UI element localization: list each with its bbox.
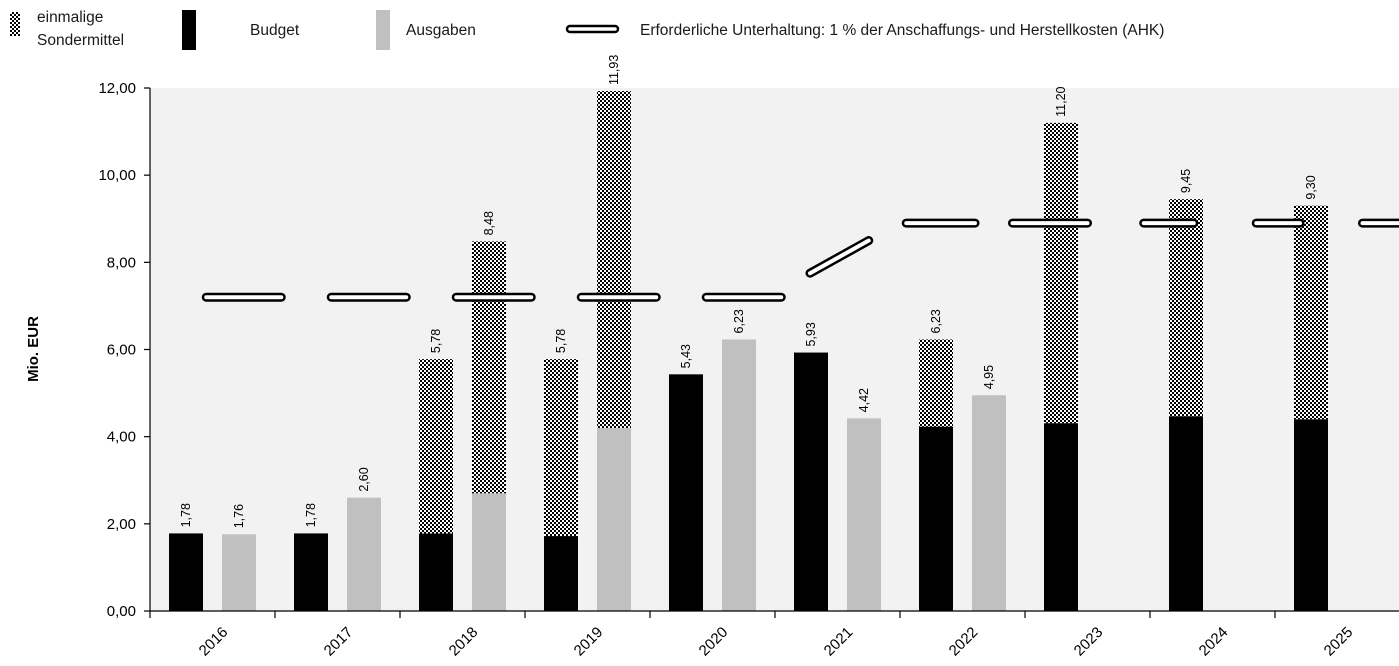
y-axis: 0,00 2,00 4,00 6,00 8,00 10,00 12,00	[98, 80, 151, 620]
value-label-budget-2021: 5,93	[804, 322, 818, 346]
y-tick-label: 12,00	[98, 80, 136, 97]
y-tick-label: 2,00	[107, 516, 136, 533]
bar-budget-2020	[669, 374, 703, 611]
bars	[169, 91, 1328, 611]
legend-label-sondermittel-line1: einmalige	[37, 9, 103, 26]
legend-swatch-ahk	[565, 24, 620, 34]
bar-budget-2016	[169, 533, 203, 611]
bar-ausgaben-2018	[472, 493, 506, 611]
bar-sondermittel-budget-2022	[919, 339, 953, 427]
bar-budget-2025	[1294, 419, 1328, 611]
bar-ausgaben-2020	[722, 339, 756, 611]
legend-label-sondermittel-line2: Sondermittel	[37, 32, 124, 49]
value-label-budget-2024: 9,45	[1179, 169, 1193, 193]
value-label-ausgaben-2022: 4,95	[982, 365, 996, 389]
legend-label-ausgaben: Ausgaben	[406, 22, 476, 39]
value-label-ausgaben-2017: 2,60	[357, 467, 371, 491]
x-tick-label-2017: 2017	[321, 624, 357, 660]
value-label-ausgaben-2021: 4,42	[857, 388, 871, 412]
x-tick-label-2025: 2025	[1321, 624, 1357, 660]
legend-swatch-sondermittel	[10, 12, 20, 36]
legend-swatch-ausgaben	[376, 10, 390, 50]
legend-label-ahk: Erforderliche Unterhaltung: 1 % der Ansc…	[640, 22, 1164, 39]
bar-budget-2019	[544, 536, 578, 611]
bar-sondermittel-ausgaben-2018	[472, 241, 506, 494]
x-tick-label-2024: 2024	[1196, 624, 1232, 660]
bar-ausgaben-2022	[972, 395, 1006, 611]
bar-budget-2024	[1169, 416, 1203, 611]
x-tick-label-2019: 2019	[571, 624, 607, 660]
value-label-ausgaben-2016: 1,76	[232, 504, 246, 528]
value-label-ausgaben-2019: 11,93	[607, 55, 621, 85]
legend-label-budget: Budget	[250, 22, 300, 39]
y-tick-label: 8,00	[107, 254, 136, 271]
y-tick-label: 4,00	[107, 429, 136, 446]
bar-sondermittel-budget-2019	[544, 359, 578, 537]
value-label-budget-2022: 6,23	[929, 309, 943, 333]
x-tick-label-2022: 2022	[946, 624, 982, 660]
value-label-budget-2017: 1,78	[304, 503, 318, 527]
legend: einmalige Sondermittel Budget Ausgaben E…	[10, 9, 1164, 50]
value-labels: 1,78 1,78 5,78 5,78 5,43 5,93 6,23 11,20 9,45 9,3…	[179, 55, 1318, 529]
bar-ausgaben-2019	[597, 427, 631, 611]
x-tick-label-2018: 2018	[446, 624, 482, 660]
y-tick-label: 10,00	[98, 167, 136, 184]
bar-ausgaben-2017	[347, 497, 381, 611]
value-label-budget-2018: 5,78	[429, 329, 443, 353]
legend-item-sondermittel: einmalige Sondermittel	[10, 9, 124, 49]
bar-sondermittel-budget-2025	[1294, 205, 1328, 420]
value-label-ausgaben-2018: 8,48	[482, 211, 496, 235]
x-axis: 2016 2017 2018 2019 2020 2021 2022 2023 2024 2025	[149, 610, 1399, 660]
bar-budget-2018	[419, 533, 453, 611]
value-label-ausgaben-2020: 6,23	[732, 309, 746, 333]
ahk-segment-fill	[808, 238, 871, 276]
bar-sondermittel-budget-2018	[419, 359, 453, 534]
legend-item-budget: Budget	[182, 10, 300, 50]
x-tick-label-2021: 2021	[821, 624, 857, 660]
bar-ausgaben-2021	[847, 418, 881, 611]
bar-ausgaben-2016	[222, 534, 256, 611]
x-tick-label-2023: 2023	[1071, 624, 1107, 660]
value-label-budget-2023: 11,20	[1054, 86, 1068, 116]
y-tick-label: 6,00	[107, 342, 136, 359]
bar-sondermittel-budget-2023	[1044, 122, 1078, 424]
bar-sondermittel-budget-2024	[1169, 199, 1203, 417]
bar-budget-2023	[1044, 423, 1078, 611]
value-label-budget-2016: 1,78	[179, 503, 193, 527]
value-label-budget-2025: 9,30	[1304, 175, 1318, 199]
plot-area	[150, 88, 1399, 611]
value-label-budget-2019: 5,78	[554, 329, 568, 353]
y-axis-title: Mio. EUR	[25, 316, 42, 382]
y-tick-label: 0,00	[107, 603, 136, 620]
bar-budget-2022	[919, 426, 953, 611]
legend-swatch-budget	[182, 10, 196, 50]
legend-item-ahk: Erforderliche Unterhaltung: 1 % der Ansc…	[565, 22, 1164, 39]
legend-item-ausgaben: Ausgaben	[376, 10, 476, 50]
x-tick-label-2020: 2020	[696, 624, 732, 660]
bar-budget-2021	[794, 352, 828, 611]
bar-budget-2017	[294, 533, 328, 611]
ahk-lines	[201, 218, 1399, 302]
x-tick-label-2016: 2016	[196, 624, 232, 660]
value-label-budget-2020: 5,43	[679, 344, 693, 368]
bar-sondermittel-ausgaben-2019	[597, 91, 631, 428]
